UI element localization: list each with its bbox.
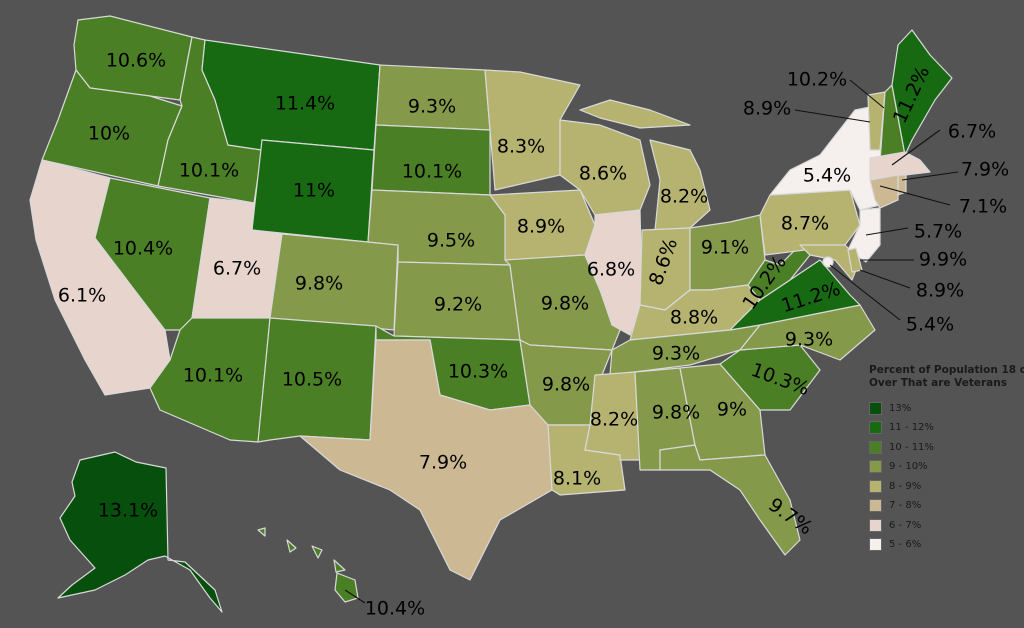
- label-WI: 8.6%: [578, 162, 628, 185]
- state-MD: [799, 244, 861, 281]
- label-RI: 7.9%: [960, 158, 1010, 181]
- legend-title-line2: Over That are Veterans: [869, 377, 1007, 390]
- legend-label: 6 - 7%: [889, 519, 922, 531]
- legend-swatch: [869, 401, 882, 415]
- label-AK: 13.1%: [97, 499, 159, 522]
- label-UT: 6.7%: [212, 257, 262, 280]
- state-ME: [891, 29, 953, 156]
- state-DC: [822, 256, 834, 268]
- state-MI: [579, 99, 711, 231]
- legend-item: 11 - 12%: [869, 418, 1024, 438]
- leader-CT: [879, 185, 951, 206]
- label-TN: 9.3%: [651, 342, 701, 365]
- label-WA: 10.6%: [105, 49, 167, 72]
- state-HI: [257, 527, 359, 603]
- label-CT: 7.1%: [958, 195, 1008, 218]
- legend-label: 8 - 9%: [889, 480, 922, 492]
- map-legend: Percent of Population 18 or Over That ar…: [869, 364, 1024, 554]
- label-DC: 5.4%: [905, 313, 955, 336]
- label-OH: 9.1%: [700, 236, 750, 259]
- legend-item: 5 - 6%: [869, 535, 1024, 555]
- label-OR: 10%: [87, 122, 131, 145]
- leader-RI: [901, 171, 959, 181]
- legend-label: 13%: [889, 402, 912, 414]
- label-MT: 11.4%: [274, 92, 336, 115]
- legend-label: 9 - 10%: [889, 461, 928, 472]
- state-DE: [847, 247, 863, 273]
- legend-title-line1: Percent of Population 18 or: [869, 364, 1024, 376]
- state-IL: [584, 209, 643, 336]
- label-PA: 8.7%: [780, 212, 830, 235]
- label-NE: 9.5%: [426, 229, 476, 252]
- label-NC: 9.3%: [784, 328, 834, 351]
- label-MA: 6.7%: [947, 120, 997, 143]
- label-IL: 6.8%: [586, 258, 636, 281]
- label-DE: 9.9%: [918, 248, 968, 271]
- legend-label: 5 - 6%: [889, 539, 922, 550]
- label-NH: 10.2%: [786, 68, 848, 91]
- leader-MA: [891, 129, 941, 166]
- state-CT: [869, 174, 899, 209]
- label-LA: 8.1%: [552, 467, 602, 490]
- label-AL: 9.8%: [651, 401, 701, 424]
- label-NY: 5.4%: [802, 164, 852, 187]
- label-SD: 10.1%: [401, 160, 463, 183]
- state-TX: [299, 339, 553, 581]
- leader-DC: [829, 264, 901, 321]
- label-CA: 6.1%: [57, 284, 107, 307]
- legend-item: 13%: [869, 398, 1024, 418]
- label-WY: 11%: [292, 179, 336, 202]
- state-FL: [659, 444, 801, 556]
- label-MS: 8.2%: [589, 408, 639, 431]
- state-AK: [57, 451, 223, 613]
- legend-label: 7 - 8%: [889, 500, 922, 511]
- legend-label: 11 - 12%: [889, 422, 934, 433]
- legend-label: 10 - 11%: [889, 441, 934, 453]
- legend-swatch: [869, 538, 882, 551]
- legend-swatch: [869, 421, 882, 434]
- legend-item: 8 - 9%: [869, 476, 1024, 496]
- label-OK: 10.3%: [447, 360, 509, 383]
- legend-swatch: [869, 499, 882, 512]
- label-MO: 9.8%: [540, 292, 590, 315]
- legend-swatch: [869, 479, 882, 493]
- leader-HI: [344, 589, 366, 604]
- label-TX: 7.9%: [418, 451, 468, 474]
- label-ND: 9.3%: [407, 95, 457, 118]
- label-NM: 10.5%: [281, 368, 343, 391]
- legend-item: 9 - 10%: [869, 457, 1024, 477]
- label-AZ: 10.1%: [182, 364, 244, 387]
- legend-swatch: [869, 460, 882, 473]
- label-KY: 8.8%: [669, 306, 719, 329]
- label-CO: 9.8%: [294, 272, 344, 295]
- label-KS: 9.2%: [433, 293, 483, 316]
- label-IA: 8.9%: [516, 215, 566, 238]
- legend-swatch: [869, 440, 882, 454]
- state-VT: [867, 91, 886, 151]
- leader-NJ: [865, 227, 909, 236]
- leader-NH: [849, 79, 885, 109]
- leader-VT: [794, 109, 871, 123]
- label-MD: 8.9%: [915, 279, 965, 302]
- legend-swatch: [869, 518, 882, 532]
- legend-item: 6 - 7%: [869, 515, 1024, 535]
- legend-item: 7 - 8%: [869, 496, 1024, 516]
- label-NJ: 5.7%: [913, 220, 963, 243]
- label-HI: 10.4%: [364, 597, 426, 620]
- legend-item: 10 - 11%: [869, 437, 1024, 457]
- leader-MD: [859, 269, 911, 289]
- label-VT: 8.9%: [742, 97, 792, 120]
- label-MN: 8.3%: [496, 135, 546, 158]
- label-GA: 9%: [716, 398, 748, 421]
- label-NV: 10.4%: [112, 237, 174, 260]
- state-CO: [269, 233, 399, 331]
- label-AR: 9.8%: [541, 373, 591, 396]
- label-MI: 8.2%: [659, 185, 709, 208]
- label-ID: 10.1%: [178, 159, 240, 182]
